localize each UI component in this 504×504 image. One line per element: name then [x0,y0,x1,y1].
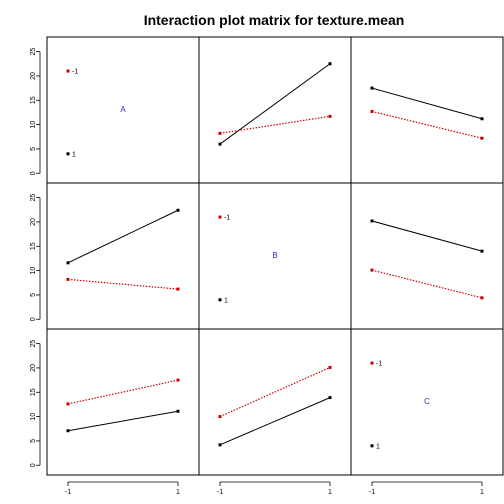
series-point [328,365,332,369]
y-tick-label: 15 [30,388,37,396]
series-point [370,219,374,223]
series-point [480,249,484,253]
panel-frame [350,328,504,476]
level-point [66,152,70,156]
series-line [67,379,179,405]
level-point [218,215,222,219]
series-point [176,208,180,212]
y-tick-label: 5 [30,147,37,151]
level-label: 1 [376,443,380,450]
series-point [370,86,374,90]
y-tick-label: 10 [30,267,37,275]
series-line [219,63,331,145]
y-tick-label: 5 [30,293,37,297]
level-point [370,444,374,448]
series-point [218,443,222,447]
y-tick-label: 25 [30,194,37,202]
y-tick-label: 0 [30,463,37,467]
y-tick-label: 0 [30,171,37,175]
series-point [370,268,374,272]
series-point [176,287,180,291]
series-line [67,209,179,264]
series-line [371,220,483,252]
y-tick-label: 25 [30,340,37,348]
level-point [370,361,374,365]
panel-frame [350,182,504,330]
y-tick-label: 15 [30,96,37,104]
y-tick-label: 0 [30,317,37,321]
series-line [219,397,331,446]
series-point [66,277,70,281]
series-line [67,410,179,432]
x-tick-label: 1 [480,489,484,496]
chart-title: Interaction plot matrix for texture.mean [144,12,405,28]
series-line [219,115,331,134]
series-point [218,415,222,419]
series-point [480,136,484,140]
series-point [328,396,332,400]
factor-label: B [272,251,277,260]
series-point [66,402,70,406]
series-point [176,378,180,382]
y-tick-label: 25 [30,48,37,56]
panel-1-0 [66,208,180,291]
series-point [328,114,332,118]
series-point [218,131,222,135]
panel-grid: A -1 1 B -1 1 C -1 1 [46,36,504,476]
y-tick-label: 20 [30,364,37,372]
series-point [328,62,332,66]
panel-frame [46,328,200,476]
level-label: -1 [376,361,382,368]
series-point [480,296,484,300]
series-line [219,366,331,418]
series-line [371,110,483,139]
x-tick-label: 1 [328,489,332,496]
panel-0-1 [218,62,332,146]
y-tick-label: 10 [30,413,37,421]
y-tick-label: 20 [30,218,37,226]
factor-label: A [120,105,126,114]
series-point [176,409,180,413]
series-point [370,109,374,113]
y-tick-label: 15 [30,242,37,250]
series-line [371,269,483,299]
panel-frame [198,36,352,184]
panel-frame [46,182,200,330]
series-point [66,429,70,433]
factor-label: C [424,397,430,406]
y-tick-label: 20 [30,72,37,80]
panel-1-2 [370,219,484,300]
level-label: -1 [72,69,78,76]
panel-2-0 [66,378,180,433]
x-tick-label: -1 [217,489,223,496]
series-point [218,142,222,146]
series-point [480,117,484,121]
series-line [67,278,179,290]
panel-2-1 [218,365,332,447]
axes: 0 5 10 15 20 25 0 5 10 15 20 25 0 5 10 15 20 25 -1 1 -1 1 -1 1 [30,48,484,496]
series-point [66,261,70,265]
level-point [66,69,70,73]
level-label: -1 [224,215,230,222]
panel-1-1: B -1 1 [218,215,278,304]
panel-2-2: C -1 1 [370,361,430,450]
level-point [218,298,222,302]
series-line [371,87,483,120]
x-tick-label: -1 [65,489,71,496]
panel-0-2 [370,86,484,140]
x-tick-label: -1 [369,489,375,496]
y-tick-label: 10 [30,121,37,129]
y-tick-label: 5 [30,439,37,443]
x-tick-label: 1 [176,489,180,496]
level-label: 1 [224,297,228,304]
panel-frame [350,36,504,184]
panel-frame [198,328,352,476]
panel-0-0: A -1 1 [66,69,126,158]
level-label: 1 [72,151,76,158]
